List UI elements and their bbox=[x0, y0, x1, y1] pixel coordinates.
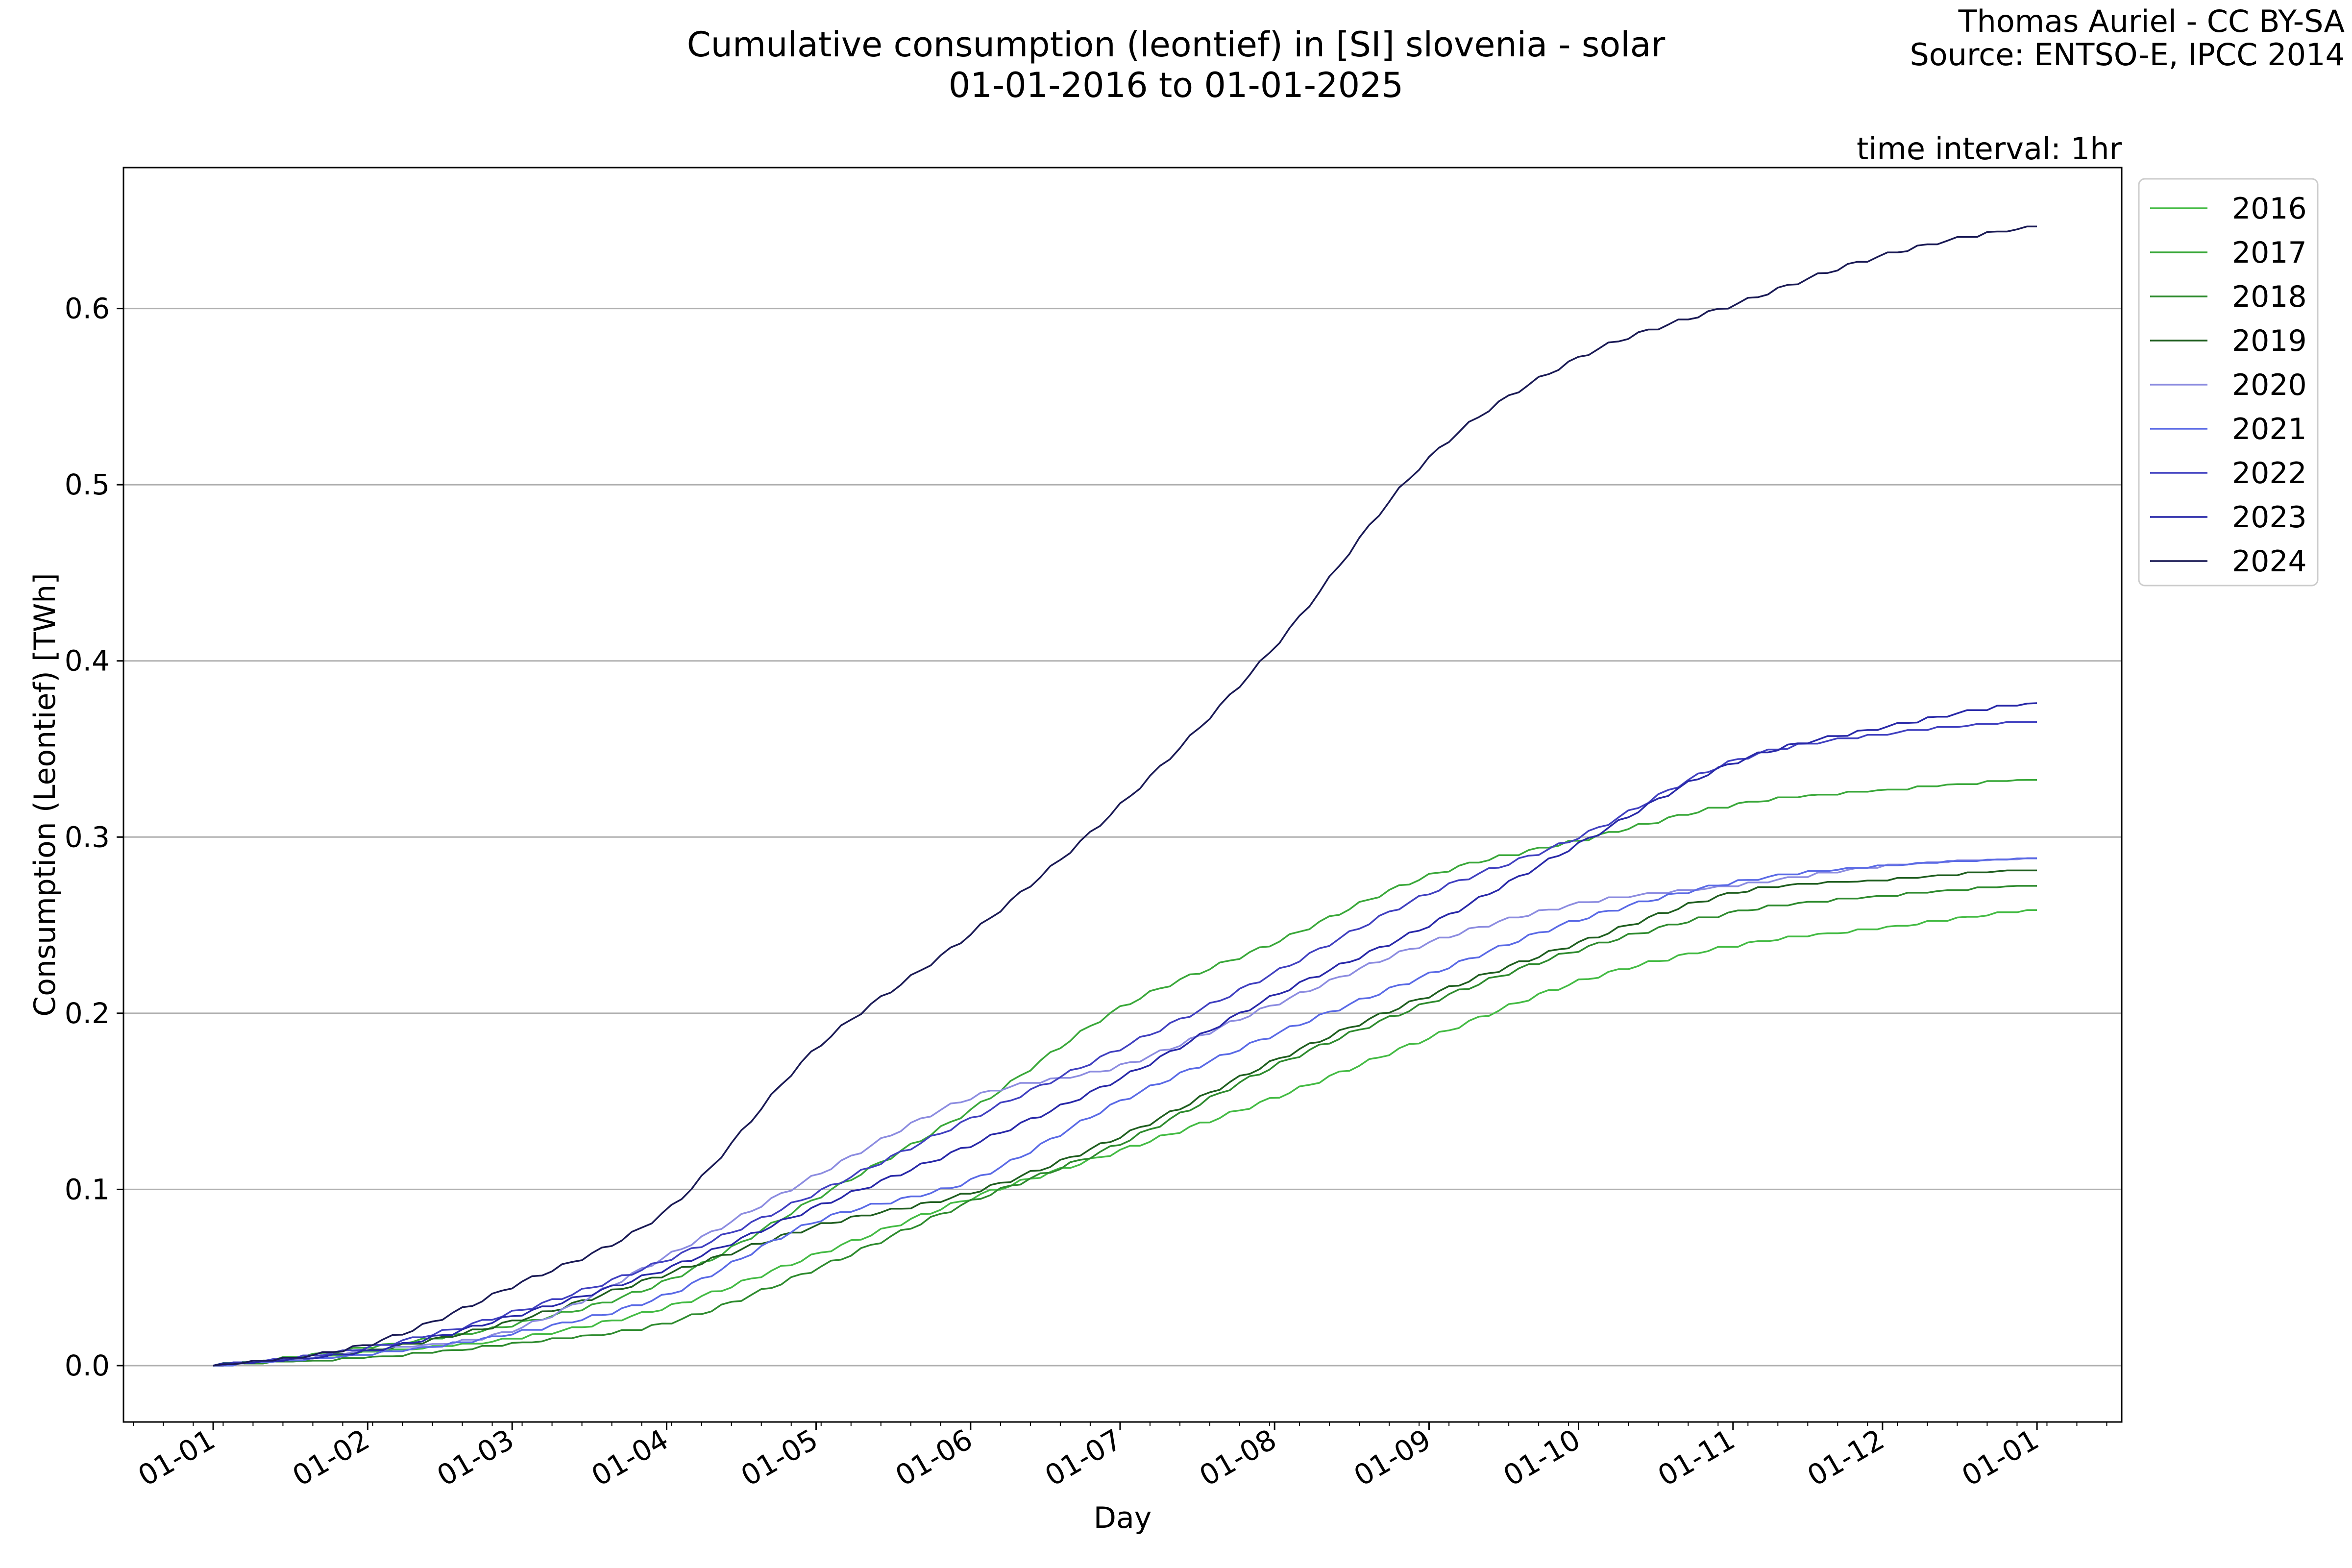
x-tick-label: 01-05 bbox=[735, 1422, 824, 1493]
series-line-2022 bbox=[213, 721, 2037, 1367]
x-tick-label: 01-02 bbox=[287, 1422, 375, 1493]
series-line-2021 bbox=[213, 858, 2037, 1367]
credit-source: Source: ENTSO-E, IPCC 2014 bbox=[1910, 37, 2345, 73]
series-line-2017 bbox=[213, 779, 2037, 1367]
x-tick-label: 01-07 bbox=[1039, 1422, 1127, 1493]
y-tick-label: 0.4 bbox=[65, 644, 110, 678]
x-tick-label: 01-01 bbox=[132, 1422, 220, 1493]
legend-label-2018: 2018 bbox=[2232, 280, 2307, 314]
grid-layer bbox=[123, 308, 2122, 1367]
chart-title: Cumulative consumption (leontief) in [SI… bbox=[687, 24, 1666, 65]
x-axis: 01-01 01-02 01-03 01-04 01-05 01-06 01-07 01-08… bbox=[132, 1422, 2107, 1493]
series-line-2023 bbox=[213, 702, 2037, 1367]
x-axis-label: Day bbox=[1094, 1501, 1152, 1535]
x-tick-label: 01-09 bbox=[1348, 1422, 1436, 1493]
series-line-2018 bbox=[213, 885, 2037, 1367]
y-tick-label: 0.0 bbox=[65, 1349, 110, 1382]
legend-label-2024: 2024 bbox=[2232, 544, 2307, 579]
legend-label-2019: 2019 bbox=[2232, 324, 2307, 358]
x-tick-label: 01-11 bbox=[1652, 1422, 1740, 1493]
x-tick-label: 01-06 bbox=[890, 1422, 978, 1493]
time-interval-annotation: time interval: 1hr bbox=[1857, 131, 2122, 167]
series-line-2020 bbox=[213, 857, 2037, 1367]
x-tick-label: 01-01 bbox=[1956, 1422, 2044, 1493]
y-tick-label: 0.3 bbox=[65, 820, 110, 854]
series-layer bbox=[213, 225, 2037, 1367]
y-tick-label: 0.6 bbox=[65, 292, 110, 325]
legend-label-2020: 2020 bbox=[2232, 368, 2307, 402]
series-line-2019 bbox=[213, 869, 2037, 1367]
legend-label-2022: 2022 bbox=[2232, 456, 2307, 490]
legend-label-2017: 2017 bbox=[2232, 236, 2307, 270]
x-tick-label: 01-03 bbox=[431, 1422, 519, 1493]
x-tick-label: 01-04 bbox=[586, 1422, 674, 1493]
legend: 2016 2017 2018 2019 2020 2021 2022 2023 2024 bbox=[2138, 178, 2319, 587]
y-tick-label: 0.1 bbox=[65, 1173, 110, 1206]
plot-frame bbox=[122, 167, 2123, 1423]
chart-subtitle: 01-01-2016 to 01-01-2025 bbox=[949, 65, 1403, 105]
legend-label-2016: 2016 bbox=[2232, 192, 2307, 226]
series-line-2016 bbox=[213, 909, 2037, 1367]
y-axis: 0.0 0.1 0.2 0.3 0.4 0.5 0.6 bbox=[65, 292, 123, 1382]
legend-label-2021: 2021 bbox=[2232, 412, 2307, 446]
x-tick-label: 01-08 bbox=[1194, 1422, 1282, 1493]
legend-box bbox=[2138, 178, 2319, 587]
credit-author: Thomas Auriel - CC BY-SA bbox=[1958, 3, 2345, 39]
y-tick-label: 0.2 bbox=[65, 997, 110, 1030]
y-axis-label: Consumption (Leontief) [TWh] bbox=[28, 573, 62, 1016]
series-line-2024 bbox=[213, 225, 2037, 1367]
y-tick-label: 0.5 bbox=[65, 468, 110, 501]
x-tick-label: 01-12 bbox=[1802, 1422, 1890, 1493]
x-tick-label: 01-10 bbox=[1498, 1422, 1586, 1493]
legend-label-2023: 2023 bbox=[2232, 500, 2307, 535]
